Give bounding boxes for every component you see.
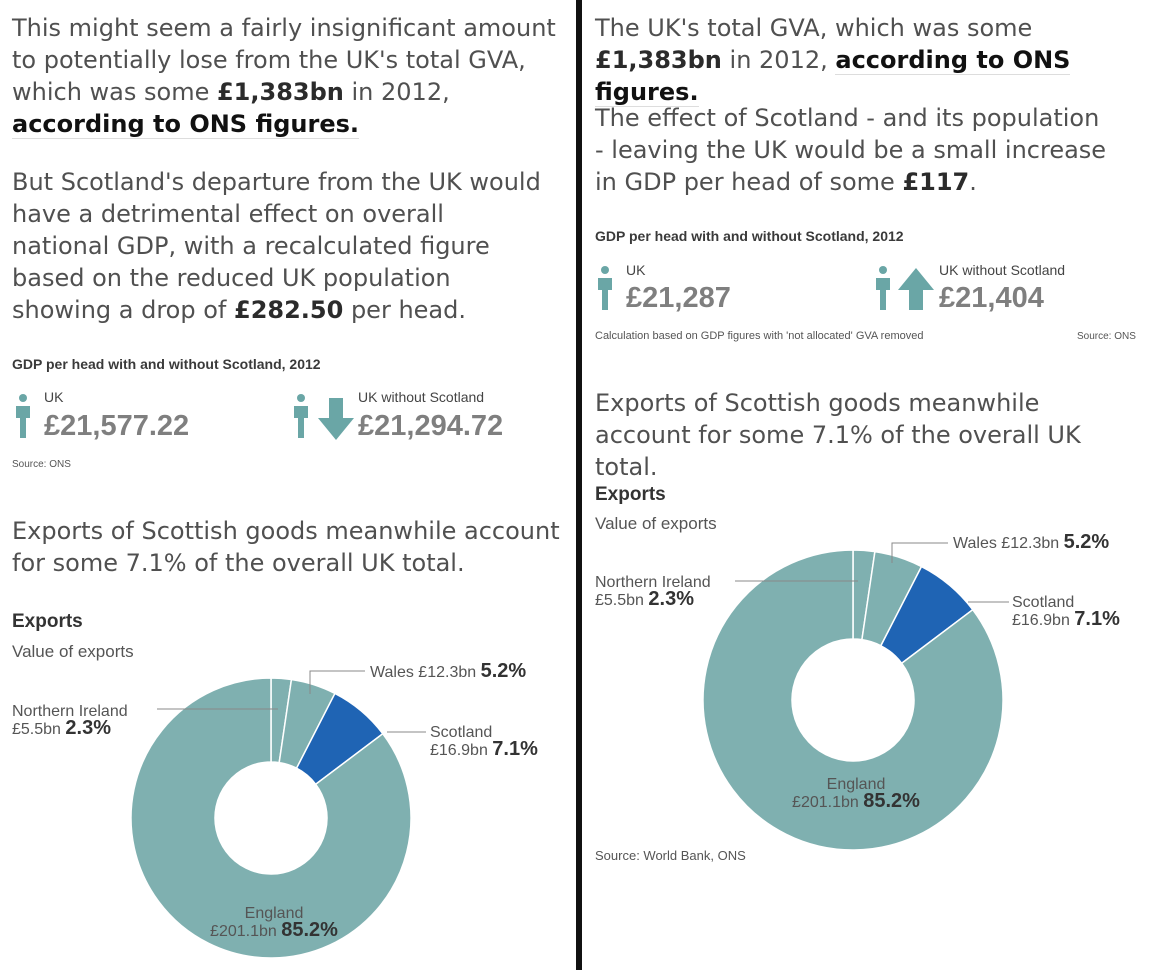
gva-amount: £1,383bn (595, 46, 722, 74)
uk-gdp-value: £21,577.22 (44, 410, 190, 442)
arrow-up-icon (898, 268, 934, 310)
exports-chart-title: Exports (595, 484, 666, 505)
article-paragraph: Exports of Scottish goods meanwhile acco… (12, 517, 560, 577)
gva-amount: £1,383bn (216, 78, 344, 106)
person-icon (876, 266, 890, 310)
slice-label-wales: Wales £12.3bn 5.2% (370, 660, 526, 682)
article-paragraph: Exports of Scottish goods meanwhile acco… (595, 389, 1081, 481)
slice-label-northern-ireland: Northern Ireland £5.5bn 2.3% (12, 703, 128, 739)
arrow-down-icon (318, 398, 354, 440)
article-paragraph: The UK's total GVA, which was some £1,38… (595, 12, 1145, 108)
left-panel: This might seem a fairly insignificant a… (12, 12, 567, 959)
person-icon (294, 394, 308, 438)
slice-label-england: England £201.1bn 85.2% (792, 776, 920, 812)
slice-label-northern-ireland: Northern Ireland £5.5bn 2.3% (595, 574, 711, 610)
slice-label-wales: Wales £12.3bn 5.2% (953, 531, 1109, 553)
paragraph-text: in 2012, (721, 46, 836, 74)
paragraph-text: per head. (343, 296, 466, 324)
slice-label-scotland: Scotland £16.9bn 7.1% (430, 724, 538, 760)
calculation-note: Calculation based on GDP figures with 'n… (595, 330, 924, 342)
paragraph-text: This might seem a fairly insignificant a… (12, 14, 556, 106)
uk-gdp-value: £21,287 (626, 282, 731, 314)
ons-figures-link[interactable]: according to ONS figures. (595, 46, 1071, 107)
ons-figures-link[interactable]: according to ONS figures. (12, 110, 360, 139)
donut-slice-england (702, 549, 1004, 851)
paragraph-text: The UK's total GVA, which was some (595, 14, 1033, 42)
uk-without-scotland-gdp-value: £21,294.72 (358, 410, 504, 442)
paragraph-text: But Scotland's departure from the UK wou… (12, 168, 541, 324)
right-panel: The UK's total GVA, which was some £1,38… (582, 0, 1152, 970)
paragraph-text: . (969, 168, 977, 196)
exports-chart-title: Exports (12, 611, 83, 632)
donut-slice-england (130, 677, 412, 959)
person-icon (598, 266, 612, 310)
uk-without-scotland-gdp-value: £21,404 (939, 282, 1044, 314)
exports-chart-subtitle: Value of exports (12, 642, 134, 661)
slice-label-england: England £201.1bn 85.2% (210, 905, 338, 941)
article-paragraph: But Scotland's departure from the UK wou… (12, 166, 547, 326)
drop-amount: £282.50 (234, 296, 344, 324)
leader-line (309, 670, 365, 694)
exports-donut-chart: Northern Ireland £5.5bn 2.3% Wales £12.3bn… (595, 531, 1120, 851)
gdp-source: Source: ONS (12, 459, 71, 470)
paragraph-text: in 2012, (343, 78, 450, 106)
gdp-figure-title: GDP per head with and without Scotland, … (12, 356, 321, 372)
uk-label: UK (44, 389, 64, 405)
increase-amount: £117 (902, 168, 970, 196)
uk-without-scotland-label: UK without Scotland (939, 262, 1066, 278)
exports-chart-subtitle: Value of exports (595, 514, 717, 533)
exports-donut-chart: Northern Ireland £5.5bn 2.3% Wales £12.3bn… (12, 660, 538, 959)
panel-divider (576, 0, 582, 970)
article-paragraph: The effect of Scotland - and its populat… (595, 102, 1115, 198)
person-icon (16, 394, 30, 438)
uk-label: UK (626, 262, 646, 278)
exports-source: Source: World Bank, ONS (595, 848, 746, 863)
slice-label-scotland: Scotland £16.9bn 7.1% (1012, 594, 1120, 630)
article-paragraph: This might seem a fairly insignificant a… (12, 12, 567, 140)
paragraph-text: The effect of Scotland - and its populat… (595, 104, 1107, 196)
uk-without-scotland-label: UK without Scotland (358, 389, 485, 405)
gdp-figure-title: GDP per head with and without Scotland, … (595, 228, 904, 244)
leader-line (891, 542, 948, 563)
gdp-source: Source: ONS (1077, 331, 1136, 342)
